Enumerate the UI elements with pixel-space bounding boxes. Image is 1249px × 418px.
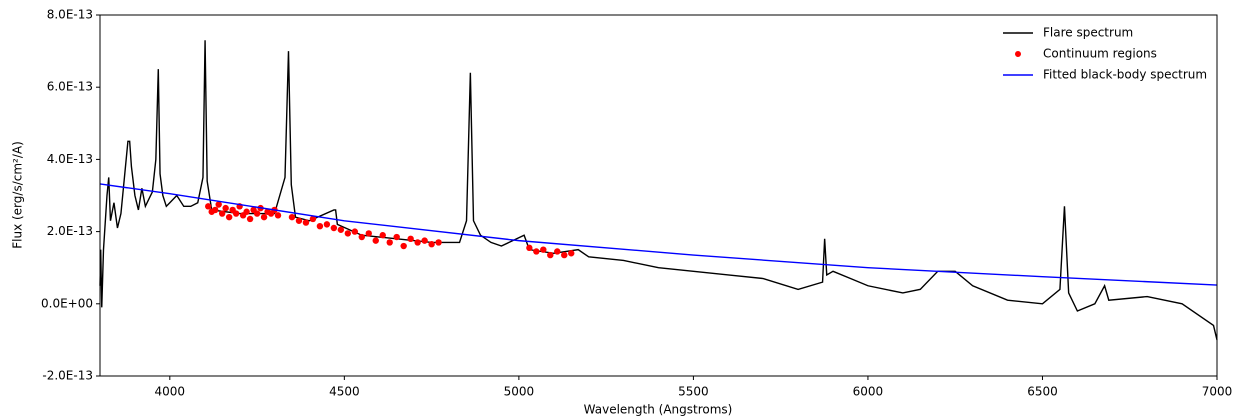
continuum-point <box>526 244 533 252</box>
legend-label: Flare spectrum <box>1043 26 1133 40</box>
legend-label: Continuum regions <box>1043 47 1157 61</box>
continuum-point <box>274 212 282 219</box>
x-tick-label: 4000 <box>155 385 186 399</box>
series-line <box>99 183 1218 286</box>
continuum-point <box>372 237 379 244</box>
y-tick-label: 2.0E-13 <box>47 224 93 238</box>
continuum-point <box>211 206 219 214</box>
continuum-point <box>365 230 372 237</box>
continuum-point <box>246 215 254 223</box>
y-tick-label: 4.0E-13 <box>47 152 93 166</box>
continuum-point <box>316 222 324 230</box>
y-tick-label: 6.0E-13 <box>47 80 93 94</box>
x-axis-label: Wavelength (Angstroms) <box>584 403 733 417</box>
x-tick-label: 5500 <box>678 385 709 399</box>
continuum-point <box>344 230 352 237</box>
plot-frame <box>99 14 1218 377</box>
continuum-point <box>435 239 442 246</box>
continuum-point <box>222 204 229 212</box>
continuum-point <box>540 246 547 253</box>
continuum-point <box>232 210 240 217</box>
continuum-point <box>243 208 250 215</box>
x-tick-label: 4500 <box>329 385 360 399</box>
continuum-point <box>554 248 561 255</box>
legend-swatch <box>1015 51 1021 57</box>
x-tick-label: 5000 <box>504 385 535 399</box>
continuum-point <box>253 210 261 217</box>
continuum-point <box>533 248 540 255</box>
continuum-point <box>205 203 212 210</box>
continuum-point <box>400 242 407 250</box>
continuum-point <box>337 226 345 233</box>
continuum-point <box>358 233 365 241</box>
y-tick-label: 8.0E-13 <box>47 8 93 22</box>
continuum-point <box>218 210 226 217</box>
legend-label: Fitted black-body spectrum <box>1043 68 1207 82</box>
continuum-point <box>393 233 400 241</box>
continuum-point <box>323 221 331 228</box>
continuum-point <box>407 235 414 243</box>
continuum-point <box>547 251 554 259</box>
continuum-point <box>421 237 428 244</box>
continuum-point <box>309 215 317 223</box>
x-tick-label: 6000 <box>853 385 884 399</box>
continuum-point <box>330 224 338 232</box>
continuum-point <box>260 213 268 221</box>
continuum-point <box>414 239 421 246</box>
continuum-point <box>351 228 359 235</box>
continuum-point <box>288 213 296 221</box>
x-tick-label: 6500 <box>1027 385 1058 399</box>
y-tick-label: -2.0E-13 <box>42 369 93 383</box>
series-line <box>99 40 1218 341</box>
continuum-point <box>225 213 233 221</box>
continuum-point <box>295 217 303 224</box>
continuum-point <box>386 239 393 246</box>
continuum-point <box>428 241 435 248</box>
continuum-point <box>379 232 386 239</box>
continuum-point <box>215 201 222 208</box>
y-axis-label: Flux (erg/s/cm²/A) <box>11 141 25 249</box>
continuum-point <box>568 250 575 257</box>
y-tick-label: 0.0E+00 <box>41 296 93 310</box>
x-tick-label: 7000 <box>1202 385 1233 399</box>
continuum-point <box>302 219 310 226</box>
continuum-point <box>561 251 568 259</box>
